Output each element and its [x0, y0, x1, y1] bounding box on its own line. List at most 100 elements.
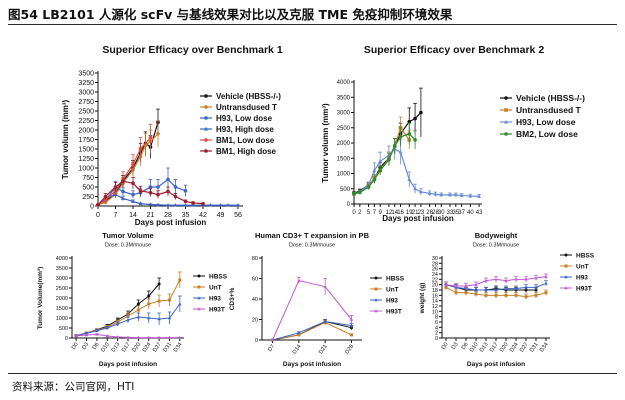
y-tick-label: 2500 [337, 126, 351, 132]
data-point [113, 185, 118, 189]
data-point [148, 190, 153, 195]
x-tick-label: 0 [96, 212, 100, 219]
x-tick-label: D20 [131, 342, 142, 354]
data-point [297, 333, 301, 337]
x-tick-label: 35 [452, 210, 459, 216]
x-axis-label: Days post infusion [135, 218, 207, 227]
y-tick-label: 1750 [78, 137, 94, 144]
y-tick-label: 2500 [78, 108, 94, 115]
data-point [131, 199, 135, 203]
y-tick-label: 4000 [337, 80, 351, 86]
data-point [173, 185, 178, 189]
y-tick-label: 28 [432, 261, 438, 267]
data-point [514, 293, 518, 297]
y-tick-label: 1500 [337, 156, 351, 162]
data-point [136, 302, 140, 306]
data-point [468, 193, 473, 198]
data-point [208, 203, 213, 207]
x-tick-label: D13 [111, 342, 122, 354]
legend-label: HBSS [576, 252, 595, 259]
y-tick-label: 1250 [78, 156, 94, 163]
x-tick-label: 14 [129, 212, 137, 219]
data-point [349, 323, 354, 327]
x-tick-label: 56 [234, 212, 242, 219]
data-point [147, 302, 151, 306]
data-point [183, 203, 188, 207]
legend-marker [197, 296, 201, 300]
x-tick-label: D10 [100, 342, 111, 354]
y-tick-label: 750 [82, 175, 94, 182]
data-point [156, 185, 160, 189]
y-tick-label: 40 [252, 297, 258, 303]
data-point [494, 293, 498, 297]
data-point [115, 335, 120, 339]
data-point [524, 295, 528, 299]
series-0 [352, 87, 423, 196]
x-tick-label: D13 [479, 342, 490, 354]
x-tick-label: 26 [426, 210, 433, 216]
legend-marker [204, 138, 208, 142]
data-point [126, 318, 130, 322]
data-point [167, 335, 172, 339]
data-point [413, 186, 418, 191]
data-point [157, 317, 161, 321]
data-point [407, 177, 412, 182]
legend-marker [504, 96, 508, 100]
data-point [407, 132, 412, 136]
series-3 [352, 122, 417, 196]
data-point [167, 316, 172, 320]
y-axis-label: Tumor volumn (mm³) [61, 99, 70, 179]
series-line [76, 279, 181, 337]
data-point [504, 293, 508, 297]
legend-marker [504, 108, 508, 112]
data-point [448, 192, 452, 197]
data-point [178, 302, 182, 306]
legend-label: Vehicle (HBSS-/-) [516, 93, 585, 103]
data-point [121, 179, 125, 184]
x-axis-label: Days post infusion [283, 361, 341, 368]
legend-label: UnT [386, 286, 399, 293]
data-point [534, 293, 538, 297]
x-tick-label: 14 [391, 210, 398, 216]
x-tick-label: 37 [458, 210, 465, 216]
data-point [173, 194, 178, 199]
series-line [272, 321, 352, 341]
chart-subtitle: Dose: 0.3M/mouse [105, 243, 151, 249]
legend-label: Untransdused T [516, 105, 582, 115]
data-point [444, 285, 448, 289]
legend-label: H93T [576, 285, 592, 292]
data-point [454, 284, 458, 288]
data-point [84, 331, 89, 335]
legend-marker [374, 276, 378, 280]
x-tick-label: D10 [469, 342, 480, 354]
data-point [297, 331, 301, 335]
data-point [156, 192, 160, 197]
y-tick-label: 80 [252, 256, 258, 262]
x-tick-label: D17 [121, 342, 132, 354]
data-point [148, 185, 153, 189]
data-point [514, 277, 518, 281]
legend-marker [197, 274, 201, 278]
data-point [148, 135, 153, 140]
data-point [474, 282, 478, 286]
legend-label: H93, Low dose [516, 117, 576, 127]
legend-marker [564, 275, 568, 279]
chart-benchmark-2: Superior Efficacy over Benchmark 2 0 500 10… [321, 44, 585, 223]
y-tick-label: 2500 [56, 286, 68, 292]
legend-label: Untransdused T [216, 103, 277, 112]
data-point [147, 316, 151, 320]
x-tick-label: 21 [147, 212, 155, 219]
y-axis-label: Tumor Volume(mm³) [37, 267, 44, 330]
chart-subtitle: Dose: 0.3M/mouse [289, 243, 335, 249]
y-tick-label: 500 [340, 187, 351, 193]
x-tick-label: D27 [152, 342, 163, 354]
x-tick-label: 16 [397, 210, 404, 216]
data-point [126, 314, 130, 318]
y-tick-label: 2250 [78, 118, 94, 125]
x-tick-label: D0 [71, 342, 80, 351]
series-4 [96, 123, 153, 207]
data-point [358, 190, 362, 195]
data-point [323, 284, 327, 288]
legend-label: HBSS [386, 275, 405, 282]
x-tick-label: D21 [318, 344, 329, 356]
